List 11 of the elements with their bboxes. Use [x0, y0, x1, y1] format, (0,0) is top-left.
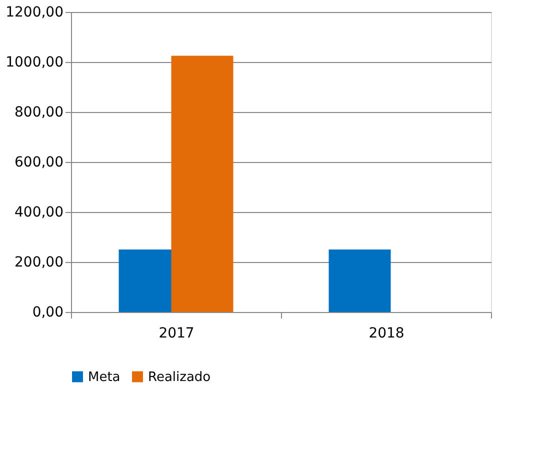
y-tick-label: 0,00 — [32, 304, 64, 320]
x-tick-label: 2017 — [158, 326, 194, 342]
x-tick-label: 2018 — [368, 326, 404, 342]
y-tick-label: 600,00 — [14, 154, 64, 170]
y-tick-label: 1000,00 — [6, 54, 64, 70]
y-tick-label: 400,00 — [14, 204, 64, 220]
legend-label: Meta — [88, 370, 120, 385]
legend-label: Realizado — [148, 370, 211, 385]
y-tick-label: 200,00 — [14, 254, 64, 270]
y-tick-label: 1200,00 — [6, 4, 64, 20]
y-tick-label: 800,00 — [14, 104, 64, 120]
